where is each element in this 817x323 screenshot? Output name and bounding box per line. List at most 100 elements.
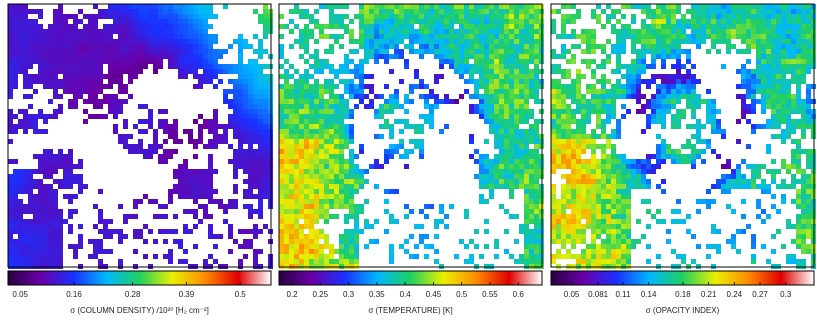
map-pixel xyxy=(98,204,103,209)
map-pixel xyxy=(459,179,464,184)
map-pixel xyxy=(98,134,103,139)
map-pixel xyxy=(404,59,409,64)
map-pixel xyxy=(13,69,18,74)
map-pixel xyxy=(88,119,93,124)
map-pixel xyxy=(464,169,469,174)
map-pixel xyxy=(103,104,108,109)
map-pixel xyxy=(419,99,424,104)
map-pixel xyxy=(399,14,404,19)
map-pixel xyxy=(58,214,63,219)
map-pixel xyxy=(329,79,334,84)
map-pixel xyxy=(349,54,354,59)
map-pixel xyxy=(299,259,304,264)
map-pixel xyxy=(454,129,459,134)
map-pixel xyxy=(188,119,193,124)
map-pixel xyxy=(258,154,263,159)
map-pixel xyxy=(18,9,23,14)
map-pixel xyxy=(329,54,334,59)
map-pixel xyxy=(369,89,374,94)
map-pixel xyxy=(434,19,439,24)
map-pixel xyxy=(98,254,103,259)
map-pixel xyxy=(193,239,198,244)
map-pixel xyxy=(198,9,203,14)
map-pixel xyxy=(284,79,289,84)
map-pixel xyxy=(389,174,394,179)
map-pixel xyxy=(68,194,73,199)
map-pixel xyxy=(228,44,233,49)
map-pixel xyxy=(263,194,268,199)
map-pixel xyxy=(364,14,369,19)
map-pixel xyxy=(203,94,208,99)
map-pixel xyxy=(228,194,233,199)
map-pixel xyxy=(294,149,299,154)
map-pixel xyxy=(198,84,203,89)
map-pixel xyxy=(454,29,459,34)
map-pixel xyxy=(198,79,203,84)
map-pixel xyxy=(173,229,178,234)
map-pixel xyxy=(279,54,284,59)
map-pixel xyxy=(344,34,349,39)
map-pixel xyxy=(78,189,83,194)
map-pixel xyxy=(193,129,198,134)
map-pixel xyxy=(38,244,43,249)
map-pixel xyxy=(168,54,173,59)
map-pixel xyxy=(479,84,484,89)
map-pixel xyxy=(319,29,324,34)
map-pixel xyxy=(419,134,424,139)
map-pixel xyxy=(294,219,299,224)
map-pixel xyxy=(424,114,429,119)
map-pixel xyxy=(384,109,389,114)
map-pixel xyxy=(153,164,158,169)
map-pixel xyxy=(103,149,108,154)
map-pixel xyxy=(444,84,449,89)
map-pixel xyxy=(173,69,178,74)
map-pixel xyxy=(299,109,304,114)
map-pixel xyxy=(399,34,404,39)
map-pixel xyxy=(319,44,324,49)
map-pixel xyxy=(78,104,83,109)
map-pixel xyxy=(43,254,48,259)
map-pixel xyxy=(279,104,284,109)
map-pixel xyxy=(248,164,253,169)
map-pixel xyxy=(434,204,439,209)
map-pixel xyxy=(404,199,409,204)
map-pixel xyxy=(424,124,429,129)
map-pixel xyxy=(113,154,118,159)
map-pixel xyxy=(394,59,399,64)
map-pixel xyxy=(113,259,118,264)
map-pixel xyxy=(369,59,374,64)
map-pixel xyxy=(404,19,409,24)
map-pixel xyxy=(178,24,183,29)
map-pixel xyxy=(324,219,329,224)
map-pixel xyxy=(444,24,449,29)
map-pixel xyxy=(329,254,334,259)
map-pixel xyxy=(228,99,233,104)
map-pixel xyxy=(113,84,118,89)
map-pixel xyxy=(334,219,339,224)
map-pixel xyxy=(279,259,284,264)
map-pixel xyxy=(454,259,459,264)
map-pixel xyxy=(73,19,78,24)
map-pixel xyxy=(218,174,223,179)
map-pixel xyxy=(248,179,253,184)
map-pixel xyxy=(63,169,68,174)
map-pixel xyxy=(253,199,258,204)
map-pixel xyxy=(183,164,188,169)
map-pixel xyxy=(118,29,123,34)
map-pixel xyxy=(103,109,108,114)
map-pixel xyxy=(309,119,314,124)
map-pixel xyxy=(359,194,364,199)
map-pixel xyxy=(339,249,344,254)
map-pixel xyxy=(248,189,253,194)
map-pixel xyxy=(354,209,359,214)
map-pixel xyxy=(253,174,258,179)
map-pixel xyxy=(354,49,359,54)
map-pixel xyxy=(258,199,263,204)
map-pixel xyxy=(43,164,48,169)
map-pixel xyxy=(68,64,73,69)
map-pixel xyxy=(334,239,339,244)
map-pixel xyxy=(329,84,334,89)
map-pixel xyxy=(93,174,98,179)
map-pixel xyxy=(289,204,294,209)
map-pixel xyxy=(178,254,183,259)
